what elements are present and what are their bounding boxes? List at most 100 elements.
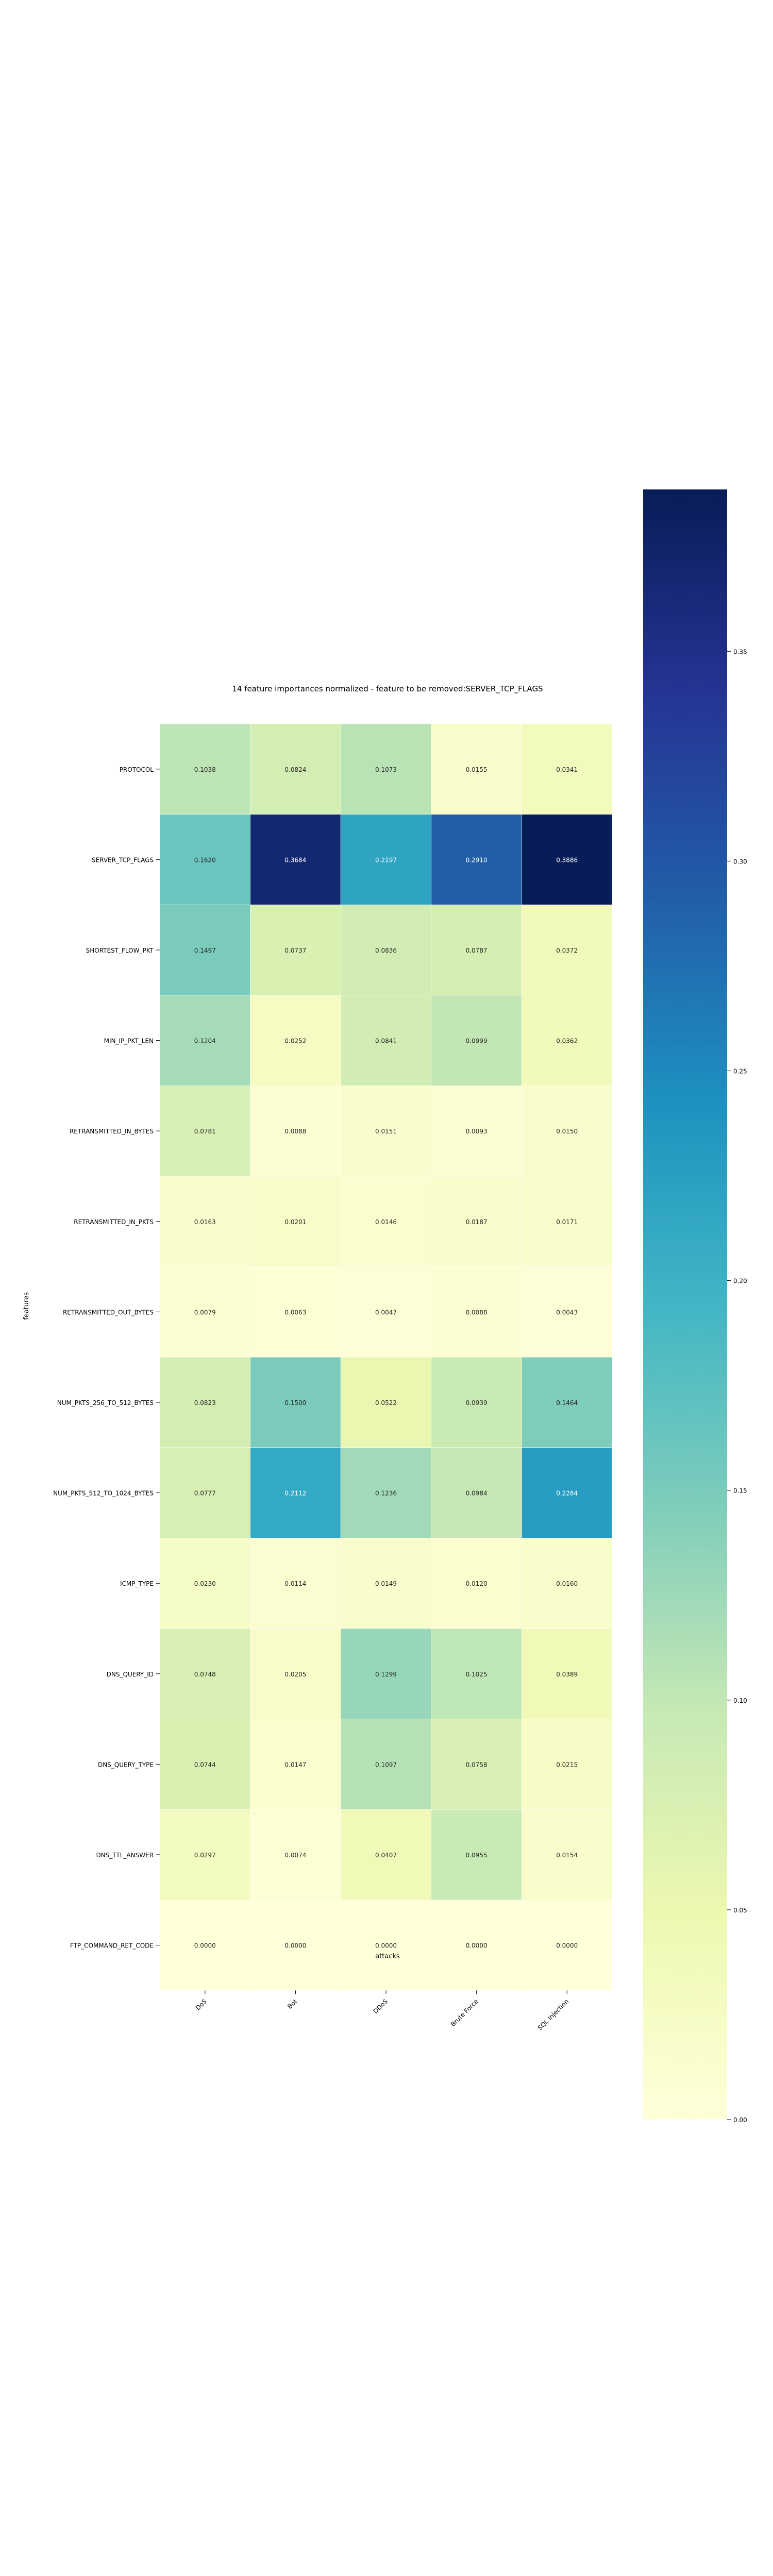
- cell-value-label: 0.0341: [556, 766, 578, 773]
- cell-value-label: 0.0824: [284, 766, 306, 773]
- heatmap-cell: [250, 1176, 341, 1267]
- heatmap-cell: [522, 1266, 613, 1358]
- heatmap-cell: [250, 1900, 341, 1991]
- cell-value-label: 0.0154: [556, 1852, 578, 1859]
- y-tick-labels: PROTOCOL SERVER_TCP_FLAGS SHORTEST_FLOW_PK…: [53, 766, 160, 1950]
- cell-value-label: 0.2284: [556, 1490, 578, 1497]
- y-tick-label: RETRANSMITTED_IN_BYTES: [70, 1128, 154, 1135]
- cell-value-label: 0.0150: [556, 1128, 578, 1135]
- cell-value-label: 0.0781: [194, 1128, 216, 1135]
- cell-value-label: 0.0160: [556, 1580, 578, 1587]
- heatmap-cell: [159, 1357, 250, 1448]
- heatmap-cell: [250, 723, 341, 815]
- heatmap-cell: [522, 814, 613, 905]
- cell-value-label: 0.0252: [284, 1038, 306, 1045]
- cell-value-label: 0.0088: [466, 1309, 488, 1316]
- cell-value-label: 0.0074: [284, 1852, 306, 1859]
- colorbar-tick-label: 0.35: [733, 648, 747, 655]
- cell-value-label: 0.1025: [466, 1671, 488, 1678]
- y-tick-label: PROTOCOL: [120, 766, 154, 773]
- cell-value-label: 0.1464: [556, 1399, 578, 1406]
- cell-value-label: 0.0088: [284, 1128, 306, 1135]
- cell-value-label: 0.0955: [466, 1852, 488, 1859]
- heatmap-cell: [159, 814, 250, 905]
- cell-value-label: 0.0155: [466, 766, 488, 773]
- x-tick-label: DoS: [194, 1998, 208, 2012]
- heatmap-cell: [340, 723, 432, 815]
- y-tick-label: NUM_PKTS_512_TO_1024_BYTES: [53, 1490, 154, 1497]
- heatmap-cell: [159, 1538, 250, 1629]
- y-axis-label: features: [23, 1292, 30, 1320]
- heatmap-cell: [250, 1357, 341, 1448]
- heatmap-cell: [159, 1719, 250, 1810]
- heatmap-cell: [250, 1447, 341, 1538]
- heatmap-cell: [431, 1900, 522, 1991]
- cell-value-label: 0.1236: [375, 1490, 397, 1497]
- heatmap-cell: [340, 1447, 432, 1538]
- cell-value-label: 0.0201: [284, 1218, 306, 1226]
- cell-value-label: 0.1299: [375, 1671, 397, 1678]
- cell-value-label: 0.0000: [194, 1942, 216, 1950]
- cell-value-label: 0.0758: [466, 1761, 488, 1768]
- cell-value-label: 0.0787: [466, 947, 488, 954]
- cell-value-label: 0.0171: [556, 1218, 578, 1226]
- x-axis-label: attacks: [375, 1953, 400, 1960]
- heatmap-cell: [250, 1538, 341, 1629]
- cell-value-label: 0.0047: [375, 1309, 397, 1316]
- heatmap-cell: [431, 1628, 522, 1719]
- heatmap-cell: [522, 1628, 613, 1719]
- cell-value-label: 0.0823: [194, 1399, 216, 1406]
- cell-value-label: 0.0043: [556, 1309, 578, 1316]
- colorbar: [643, 489, 727, 2120]
- cell-value-label: 0.0205: [284, 1671, 306, 1678]
- cell-value-label: 0.0984: [466, 1490, 488, 1497]
- chart-title: 14 feature importances normalized - feat…: [232, 684, 543, 694]
- cell-value-label: 0.1497: [194, 947, 216, 954]
- cell-value-label: 0.0147: [284, 1761, 306, 1768]
- y-tick-label: RETRANSMITTED_IN_PKTS: [74, 1218, 154, 1226]
- colorbar-tick-label: 0.05: [733, 1907, 747, 1914]
- heatmap-cell: [159, 1809, 250, 1901]
- cell-value-label: 0.0114: [284, 1580, 306, 1587]
- cell-value-label: 0.0230: [194, 1580, 216, 1587]
- heatmap-cell: [340, 1086, 432, 1177]
- cell-value-label: 0.0151: [375, 1128, 397, 1135]
- cell-value-label: 0.3886: [556, 856, 578, 863]
- heatmap-cell: [340, 904, 432, 996]
- cell-value-label: 0.0841: [375, 1038, 397, 1045]
- cell-value-label: 0.0297: [194, 1852, 216, 1859]
- heatmap-cell: [431, 723, 522, 815]
- heatmap-cell: [250, 1086, 341, 1177]
- x-tick-label: Bot: [286, 1997, 298, 2010]
- heatmap-cell: [340, 995, 432, 1086]
- cell-value-label: 0.0187: [466, 1218, 488, 1226]
- cell-value-label: 0.0939: [466, 1399, 488, 1406]
- cell-value-label: 0.0522: [375, 1399, 397, 1406]
- heatmap-cell: [522, 1357, 613, 1448]
- cell-value-label: 0.3684: [284, 856, 306, 863]
- heatmap-cell: [522, 1900, 613, 1991]
- heatmap-cell: [522, 904, 613, 996]
- cell-value-label: 0.0120: [466, 1580, 488, 1587]
- cell-value-label: 0.2112: [284, 1490, 306, 1497]
- heatmap-cell: [159, 1176, 250, 1267]
- cell-value-label: 0.0737: [284, 947, 306, 954]
- x-tick-labels: DoS Bot DDoS Brute Force SQL Injection: [194, 1990, 570, 2031]
- colorbar-tick-label: 0.10: [733, 1697, 747, 1704]
- heatmap-cell: [522, 1176, 613, 1267]
- x-tick-label: DDoS: [372, 1998, 390, 2015]
- cell-value-label: 0.0407: [375, 1852, 397, 1859]
- cell-value-label: 0.1073: [375, 766, 397, 773]
- heatmap-cell: [522, 723, 613, 815]
- cell-value-label: 0.0389: [556, 1671, 578, 1678]
- colorbar-tick-label: 0.00: [733, 2116, 747, 2124]
- cell-value-label: 0.0063: [284, 1309, 306, 1316]
- cell-value-label: 0.1038: [194, 766, 216, 773]
- cell-value-label: 0.1500: [284, 1399, 306, 1406]
- heatmap-cell: [340, 1900, 432, 1991]
- colorbar-ticks: 0.00 0.05 0.10 0.15 0.20 0.25 0.30 0.35: [727, 648, 747, 2124]
- y-tick-label: RETRANSMITTED_OUT_BYTES: [63, 1309, 154, 1316]
- heatmap-cell: [340, 1538, 432, 1629]
- y-tick-label: DNS_QUERY_TYPE: [98, 1761, 154, 1768]
